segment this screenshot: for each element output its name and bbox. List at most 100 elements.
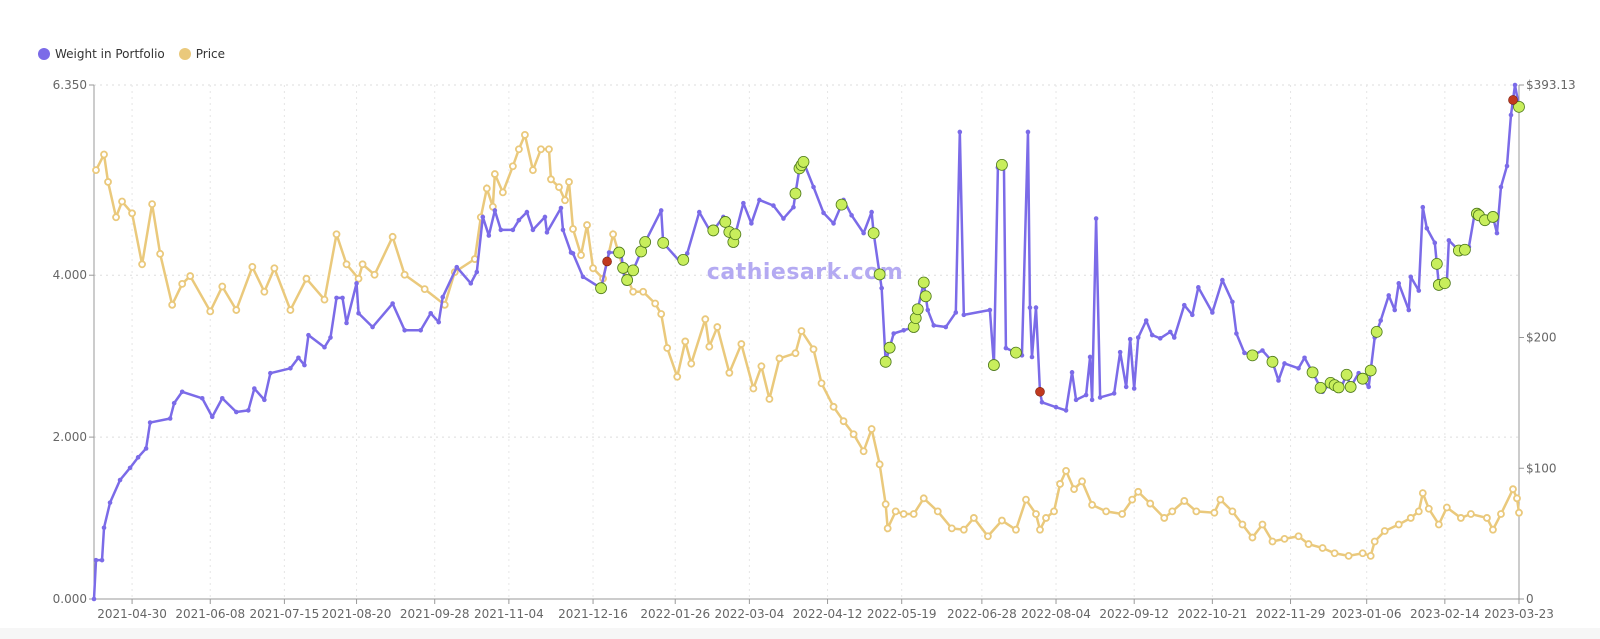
price-point (1118, 510, 1127, 518)
buy-marker (1458, 243, 1471, 256)
weight-point (440, 294, 446, 300)
weight-point (107, 500, 113, 505)
weight-point (516, 217, 522, 223)
x-tick-label: 2021-04-30 (97, 607, 167, 621)
buy-marker (1314, 381, 1327, 394)
price-point (156, 249, 165, 258)
weight-point (1260, 348, 1265, 353)
x-tick-label: 2021-09-28 (400, 607, 470, 621)
price-point (128, 209, 136, 218)
weight-point (757, 197, 762, 203)
price-point (1414, 507, 1423, 516)
sell-marker (1508, 95, 1518, 105)
weight-point (1230, 299, 1235, 305)
weight-point (861, 230, 866, 236)
buy-marker (1487, 211, 1499, 223)
price-point (1070, 485, 1078, 494)
y-right-tick-label: $100 (1526, 461, 1557, 475)
weight-point (147, 420, 153, 425)
y-left-tick-label: 4.000 (53, 268, 87, 282)
x-tick-label: 2022-08-04 (1021, 607, 1091, 621)
price-point (332, 230, 341, 239)
buy-marker (1430, 257, 1443, 270)
price-point (817, 379, 826, 388)
buy-marker (729, 228, 742, 241)
price-point (577, 251, 585, 260)
price-point (1160, 514, 1169, 522)
price-point (1258, 520, 1267, 529)
price-point (629, 287, 638, 296)
price-point (1304, 540, 1313, 548)
legend-item-weight[interactable]: Weight in Portfolio (38, 47, 165, 61)
buy-marker (677, 253, 690, 266)
weight-point (1392, 307, 1398, 313)
price-point (555, 183, 563, 192)
price-point (859, 447, 868, 456)
x-tick-label: 2023-02-14 (1410, 607, 1480, 621)
weight-point (1083, 392, 1089, 398)
price-point (1022, 495, 1030, 504)
x-tick-label: 2021-08-20 (322, 607, 392, 621)
price-point (1228, 507, 1237, 516)
price-point (569, 225, 577, 233)
x-tick-label: 2022-04-12 (793, 607, 863, 621)
price-point (651, 299, 660, 308)
price-line (94, 130, 1521, 558)
weight-point (219, 395, 225, 401)
weight-point (1117, 349, 1123, 355)
buy-marker (1306, 366, 1319, 379)
buy-marker (919, 290, 932, 303)
weight-point (869, 209, 874, 215)
weight-point (1171, 335, 1177, 340)
weight-point (1053, 404, 1059, 410)
price-point (909, 510, 918, 518)
price-point (1062, 466, 1070, 475)
price-point (420, 285, 429, 294)
price-point (1102, 507, 1111, 516)
weight-point (1157, 336, 1163, 341)
weight-point (101, 525, 107, 531)
weight-point (93, 557, 99, 563)
weight-point (1234, 331, 1239, 336)
weight-point (296, 355, 301, 361)
weight-point (957, 129, 963, 135)
weight-point (328, 335, 333, 340)
price-point (218, 282, 227, 291)
weight-point (741, 200, 746, 206)
buy-marker (1344, 381, 1357, 393)
buy-marker (613, 246, 626, 259)
buy-marker (835, 198, 848, 211)
price-point (232, 306, 241, 314)
price-point (891, 507, 900, 516)
price-point (1280, 534, 1289, 543)
buy-marker (1010, 346, 1022, 359)
weight-point (418, 327, 423, 333)
weight-swatch-icon (38, 48, 50, 60)
price-point (498, 188, 507, 197)
x-tick-label: 2023-01-06 (1332, 607, 1402, 621)
price-point (701, 315, 710, 324)
price-point (148, 200, 157, 209)
weight-point (302, 362, 307, 368)
price-point (1406, 514, 1415, 522)
weight-point (1424, 225, 1430, 231)
price-point (118, 197, 126, 206)
price-point (482, 184, 491, 193)
weight-point (1033, 305, 1039, 310)
price-point (839, 417, 848, 426)
price-point (186, 272, 195, 280)
weight-point (925, 307, 931, 313)
weight-point (1386, 293, 1392, 298)
legend-item-price[interactable]: Price (178, 47, 225, 61)
weight-point (1282, 361, 1287, 366)
weight-point (1432, 240, 1438, 246)
buy-marker (789, 187, 802, 200)
price-point (1050, 507, 1058, 516)
weight-point (1420, 204, 1426, 210)
buy-marker (987, 359, 1000, 371)
weight-point (252, 386, 257, 391)
weight-point (1446, 238, 1452, 243)
price-point (657, 310, 666, 318)
price-point (947, 524, 956, 533)
